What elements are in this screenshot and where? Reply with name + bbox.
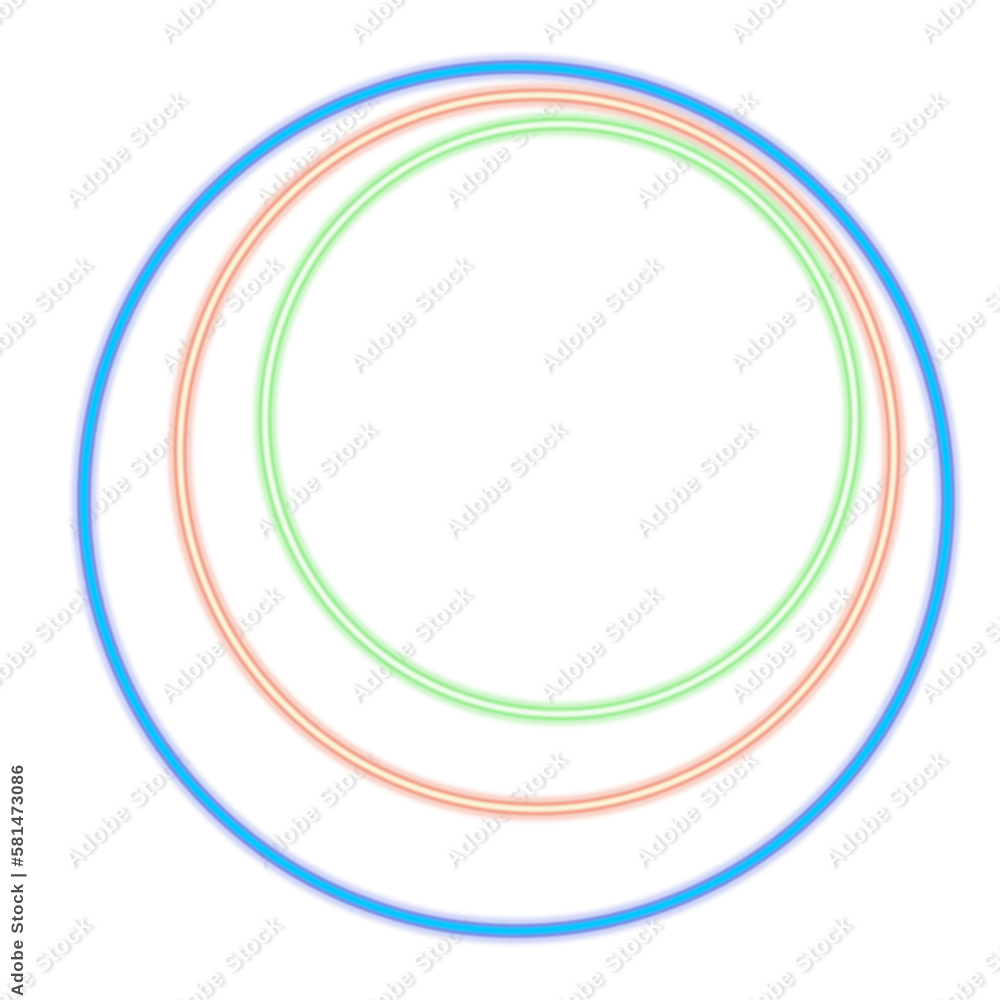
blue-outer-neon-ring bbox=[69, 52, 963, 946]
green-inner-neon-ring-stroke bbox=[262, 121, 858, 717]
adobe-stock-id-watermark: Adobe Stock | #581473086 bbox=[8, 764, 27, 996]
green-inner-neon-ring-stroke bbox=[258, 117, 862, 721]
blue-outer-neon-ring-stroke bbox=[80, 63, 952, 935]
orange-middle-neon-ring-stroke bbox=[177, 92, 897, 812]
orange-middle-neon-ring bbox=[165, 80, 909, 824]
green-inner-neon-ring bbox=[251, 110, 869, 728]
